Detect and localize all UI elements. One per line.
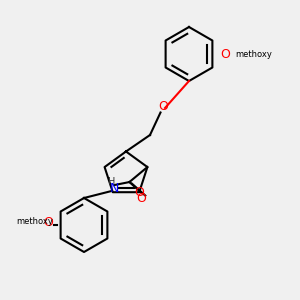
Text: H: H: [108, 177, 115, 187]
Text: N: N: [110, 182, 119, 194]
Text: O: O: [136, 192, 146, 205]
Text: O: O: [220, 47, 230, 61]
Text: O: O: [159, 100, 168, 113]
Text: O: O: [43, 215, 53, 229]
Text: methoxy: methoxy: [16, 218, 53, 226]
Text: methoxy: methoxy: [236, 50, 272, 58]
Text: O: O: [134, 186, 144, 199]
